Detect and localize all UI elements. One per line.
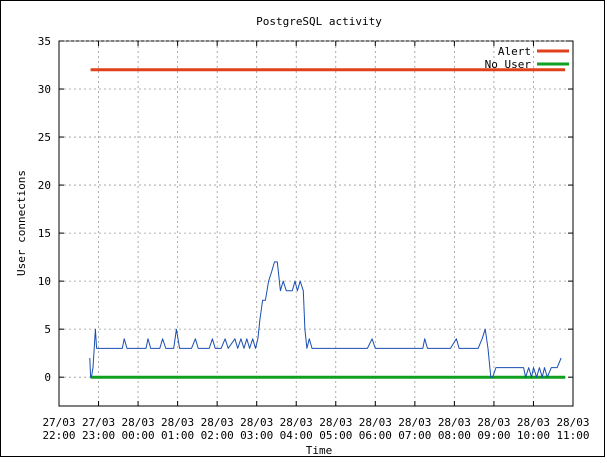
x-tick-label-date: 28/03: [122, 416, 155, 429]
x-tick-label-date: 28/03: [280, 416, 313, 429]
y-tick-label: 0: [44, 371, 51, 384]
legend-label: Alert: [498, 45, 531, 58]
chart-title: PostgreSQL activity: [256, 15, 382, 28]
series-layer: [89, 68, 566, 379]
x-tick-label-date: 28/03: [319, 416, 352, 429]
x-tick-label-time: 06:00: [359, 429, 392, 442]
y-tick-label: 20: [38, 179, 51, 192]
y-tick-label: 15: [38, 227, 51, 240]
plot-area: [58, 40, 574, 407]
x-tick-label-date: 28/03: [517, 416, 550, 429]
x-tick-label-date: 28/03: [161, 416, 194, 429]
x-tick-label-time: 08:00: [438, 429, 471, 442]
x-tick-label-time: 05:00: [319, 429, 352, 442]
grid: [59, 40, 573, 406]
x-tick-label-date: 27/03: [82, 416, 115, 429]
x-tick-label-date: 28/03: [438, 416, 471, 429]
x-tick-label-date: 28/03: [398, 416, 431, 429]
x-tick-label-time: 07:00: [398, 429, 431, 442]
x-tick-label-date: 28/03: [556, 416, 589, 429]
x-tick-label-time: 23:00: [82, 429, 115, 442]
x-tick-label-time: 02:00: [201, 429, 234, 442]
x-tick-label-time: 03:00: [240, 429, 273, 442]
y-tick-label: 5: [44, 323, 51, 336]
y-axis: 0 5 10 15 20 25 30 35: [38, 35, 573, 384]
x-tick-label-time: 04:00: [280, 429, 313, 442]
x-tick-label-date: 28/03: [359, 416, 392, 429]
x-axis: 27/0322:0027/0323:0028/0300:0028/0301:00…: [42, 41, 590, 442]
x-tick-label-date: 28/03: [240, 416, 273, 429]
x-tick-label-time: 09:00: [477, 429, 510, 442]
legend-label: No User: [485, 58, 532, 71]
y-tick-label: 25: [38, 131, 51, 144]
y-tick-label: 30: [38, 83, 51, 96]
x-tick-label-time: 00:00: [122, 429, 155, 442]
y-tick-label: 10: [38, 275, 51, 288]
x-tick-label-time: 01:00: [161, 429, 194, 442]
x-tick-label-time: 11:00: [556, 429, 589, 442]
x-tick-label-date: 28/03: [477, 416, 510, 429]
series-line-connections: [89, 261, 562, 378]
x-tick-label-time: 22:00: [42, 429, 75, 442]
x-tick-label-time: 10:00: [517, 429, 550, 442]
y-tick-label: 35: [38, 35, 51, 48]
x-tick-label-date: 28/03: [201, 416, 234, 429]
x-tick-label-date: 27/03: [42, 416, 75, 429]
x-axis-label: Time: [306, 444, 333, 457]
y-axis-label: User connections: [15, 170, 28, 276]
